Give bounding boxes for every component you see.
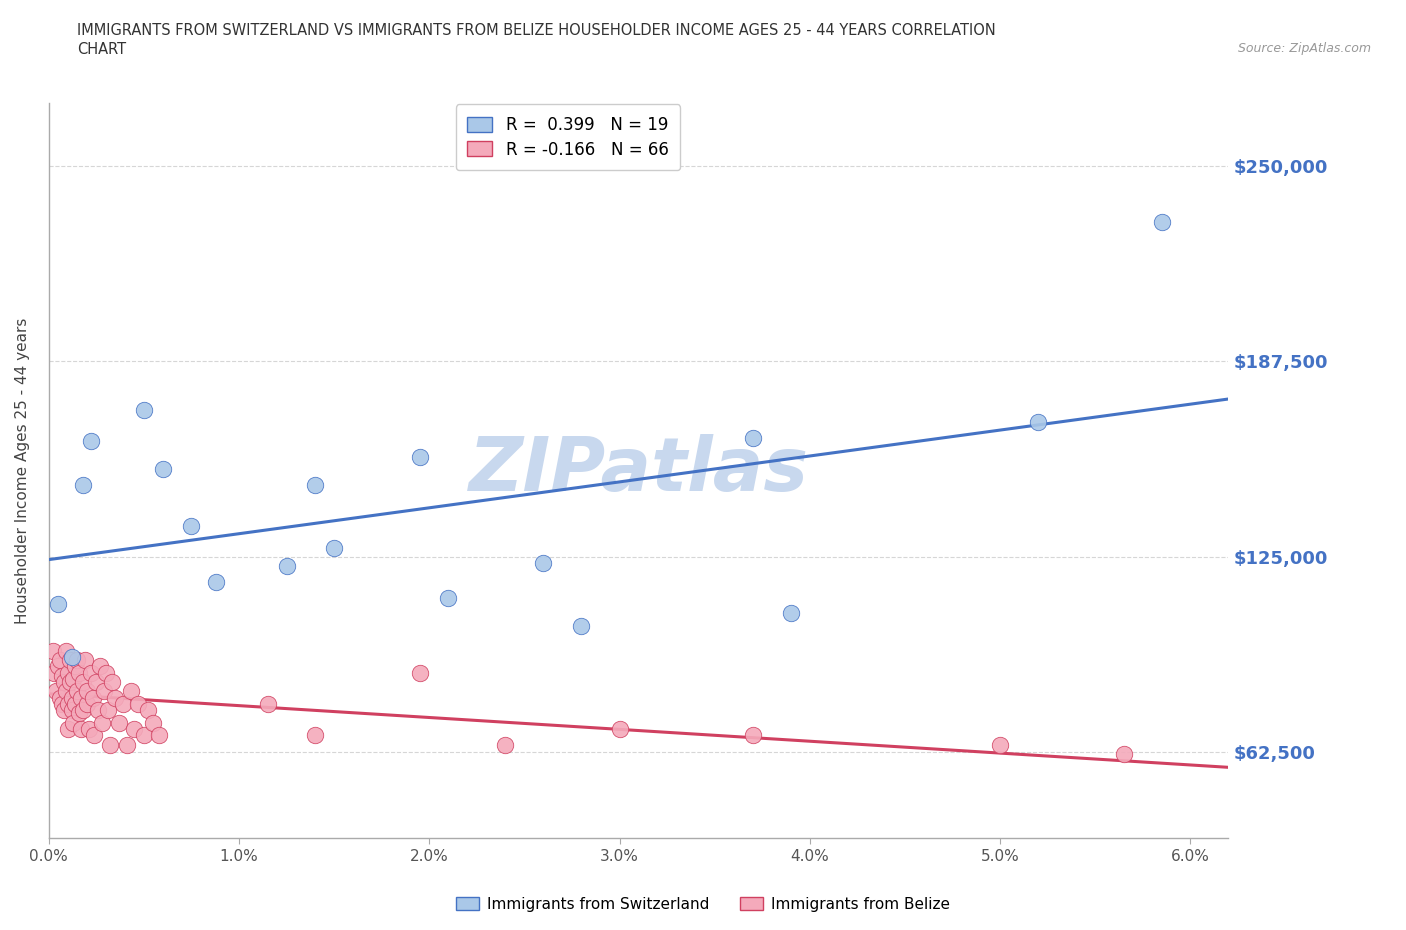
Point (152, 462, 174, 477)
Point (1026, 415, 1049, 430)
Point (70, 690, 93, 705)
Point (49, 653, 72, 668)
Legend: Immigrants from Switzerland, Immigrants from Belize: Immigrants from Switzerland, Immigrants … (450, 890, 956, 918)
Point (86, 674, 108, 689)
Point (111, 697, 134, 711)
Point (56, 722, 79, 737)
Point (409, 449, 432, 464)
Point (494, 737, 516, 752)
Point (49, 690, 72, 705)
Point (87, 703, 110, 718)
Text: CHART: CHART (77, 42, 127, 57)
Point (72, 477, 94, 492)
Point (72, 703, 94, 718)
Point (59, 653, 82, 668)
Point (571, 618, 593, 633)
Point (82, 690, 104, 705)
Point (56, 665, 79, 680)
Point (323, 540, 346, 555)
Point (100, 674, 122, 689)
Point (124, 722, 146, 737)
Point (72, 674, 94, 689)
Text: IMMIGRANTS FROM SWITZERLAND VS IMMIGRANTS FROM BELIZE HOUSEHOLDER INCOME AGES 25: IMMIGRANTS FROM SWITZERLAND VS IMMIGRANT… (77, 23, 995, 38)
Point (55, 644, 77, 658)
Point (205, 575, 228, 590)
Point (65, 697, 87, 711)
Point (62, 715, 84, 730)
Point (988, 737, 1011, 752)
Text: ZIPatlas: ZIPatlas (468, 434, 808, 508)
Point (59, 674, 82, 689)
Point (56, 697, 79, 711)
Point (93, 684, 115, 698)
Point (108, 715, 131, 730)
Point (127, 697, 149, 711)
Point (97, 703, 120, 718)
Point (46, 659, 69, 674)
Point (60, 649, 83, 664)
Point (77, 722, 100, 737)
Point (409, 665, 432, 680)
Point (98, 737, 121, 752)
Point (62, 671, 84, 686)
Point (256, 697, 278, 711)
Point (91, 715, 114, 730)
Point (741, 431, 763, 445)
Point (79, 665, 101, 680)
Point (83, 728, 105, 743)
Point (180, 518, 202, 533)
Point (1112, 747, 1135, 762)
Point (76, 697, 98, 711)
Point (73, 653, 96, 668)
Point (52, 703, 75, 718)
Point (94, 665, 117, 680)
Point (304, 477, 326, 492)
Point (67, 706, 90, 721)
Point (44, 665, 66, 680)
Point (609, 722, 631, 737)
Point (60, 690, 83, 705)
Point (533, 556, 555, 571)
Point (142, 715, 165, 730)
Point (51, 697, 73, 711)
Point (46, 596, 69, 611)
Point (41, 644, 63, 658)
Point (779, 605, 801, 620)
Point (437, 591, 460, 605)
Point (148, 728, 170, 743)
Point (1150, 215, 1173, 230)
Point (276, 559, 298, 574)
Point (104, 690, 127, 705)
Point (120, 684, 142, 698)
Point (89, 659, 111, 674)
Point (70, 722, 93, 737)
Point (60, 703, 83, 718)
Point (136, 703, 159, 718)
Y-axis label: Householder Income Ages 25 - 44 years: Householder Income Ages 25 - 44 years (15, 318, 30, 624)
Point (741, 728, 763, 743)
Point (52, 674, 75, 689)
Point (55, 684, 77, 698)
Point (45, 684, 67, 698)
Text: Source: ZipAtlas.com: Source: ZipAtlas.com (1237, 42, 1371, 55)
Point (132, 403, 155, 418)
Point (79, 433, 101, 448)
Point (65, 659, 87, 674)
Point (67, 665, 90, 680)
Legend: R =  0.399   N = 19, R = -0.166   N = 66: R = 0.399 N = 19, R = -0.166 N = 66 (456, 104, 681, 170)
Point (115, 737, 138, 752)
Point (51, 669, 73, 684)
Point (66, 684, 89, 698)
Point (76, 684, 98, 698)
Point (304, 728, 326, 743)
Point (66, 653, 89, 668)
Point (132, 728, 155, 743)
